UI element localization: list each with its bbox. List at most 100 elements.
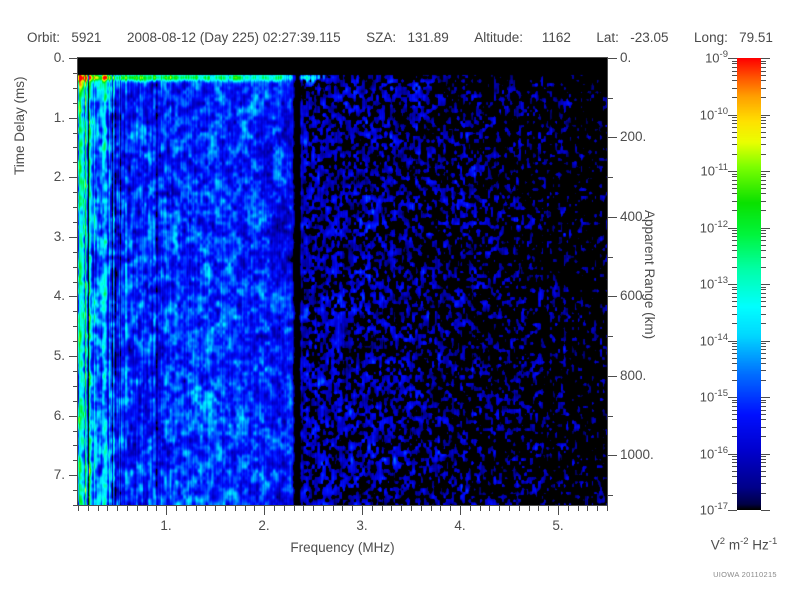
y-right-tick-major — [608, 137, 617, 138]
colorbar-tick-minor — [732, 61, 737, 62]
x-tick-minor — [607, 506, 608, 511]
colorbar-tick-label: 10-10 — [699, 106, 728, 123]
y-right-tick-minor — [608, 495, 613, 496]
colorbar-tick-minor — [732, 471, 737, 472]
colorbar-tick-minor — [732, 88, 737, 89]
y-axis-left-tick-label: 2. — [53, 169, 65, 184]
y-axis-right-tick-label: 600. — [620, 288, 647, 303]
y-tick-minor — [73, 222, 78, 223]
colorbar-tick-minor — [761, 123, 766, 124]
colorbar-tick-minor — [732, 75, 737, 76]
colorbar — [737, 58, 761, 510]
y-tick-minor — [73, 311, 78, 312]
x-tick-minor — [215, 506, 216, 511]
colorbar-tick-minor — [732, 154, 737, 155]
colorbar-tick-minor — [761, 63, 766, 64]
x-axis-tick-label: 1. — [160, 518, 172, 533]
colorbar-tick-minor — [761, 236, 766, 237]
colorbar-tick-major — [761, 228, 770, 229]
colorbar-tick-minor — [732, 314, 737, 315]
colorbar-tick-minor — [732, 267, 737, 268]
x-tick-minor — [78, 506, 79, 511]
y-right-tick-major — [608, 58, 617, 59]
colorbar-tick-minor — [732, 257, 737, 258]
colorbar-tick-minor — [761, 132, 766, 133]
y-axis-left-title: Time Delay (ms) — [12, 76, 27, 175]
y-tick-major — [69, 177, 78, 178]
altitude-value: 1162 — [541, 30, 571, 45]
x-tick-minor — [529, 506, 530, 511]
colorbar-tick-label: 10-11 — [700, 162, 729, 179]
x-tick-minor — [274, 506, 275, 511]
colorbar-tick-label: 10-14 — [699, 332, 728, 349]
x-tick-minor — [98, 506, 99, 511]
orbit-value: 5921 — [71, 30, 102, 45]
datetime-value: 2008-08-12 (Day 225) 02:27:39.115 — [126, 30, 341, 45]
y-right-tick-major — [608, 296, 617, 297]
colorbar-tick-label: 10-15 — [699, 388, 728, 405]
colorbar-tick-minor — [761, 314, 766, 315]
colorbar-tick-minor — [761, 370, 766, 371]
x-tick-minor — [235, 506, 236, 511]
x-tick-minor — [88, 506, 89, 511]
colorbar-tick-label: 10-17 — [699, 501, 728, 518]
x-tick-minor — [440, 506, 441, 511]
colorbar-tick-major — [728, 510, 737, 511]
y-tick-minor — [73, 88, 78, 89]
colorbar-tick-minor — [732, 137, 737, 138]
y-right-tick-minor — [608, 98, 613, 99]
colorbar-tick-minor — [761, 257, 766, 258]
y-tick-minor — [73, 326, 78, 327]
colorbar-tick-minor — [761, 353, 766, 354]
long-label: Long: — [694, 30, 728, 45]
x-tick-minor — [333, 506, 334, 511]
y-tick-minor — [73, 207, 78, 208]
colorbar-tick-minor — [761, 471, 766, 472]
y-tick-minor — [73, 133, 78, 134]
x-tick-minor — [519, 506, 520, 511]
colorbar-tick-major — [728, 58, 737, 59]
x-tick-minor — [578, 506, 579, 511]
colorbar-tick-minor — [761, 154, 766, 155]
x-tick-minor — [137, 506, 138, 511]
colorbar-tick-minor — [761, 193, 766, 194]
colorbar-tick-minor — [761, 176, 766, 177]
colorbar-tick-minor — [732, 132, 737, 133]
axis-line-right — [607, 57, 608, 506]
colorbar-tick-minor — [761, 363, 766, 364]
sza-value: 131.89 — [407, 30, 449, 45]
colorbar-tick-minor — [732, 297, 737, 298]
colorbar-tick-minor — [761, 61, 766, 62]
colorbar-tick-major — [761, 115, 770, 116]
colorbar-tick-major — [761, 284, 770, 285]
colorbar-tick-minor — [732, 301, 737, 302]
colorbar-tick-minor — [732, 210, 737, 211]
y-tick-major — [69, 475, 78, 476]
y-tick-minor — [73, 162, 78, 163]
x-tick-minor — [352, 506, 353, 511]
y-axis-left-tick-label: 0. — [53, 50, 65, 65]
y-tick-major — [69, 58, 78, 59]
colorbar-tick-minor — [761, 188, 766, 189]
y-axis-left-tick-label: 1. — [53, 110, 65, 125]
spectrogram-canvas — [78, 58, 607, 505]
colorbar-tick-minor — [761, 71, 766, 72]
x-tick-major — [558, 506, 559, 515]
y-right-tick-minor — [608, 336, 613, 337]
colorbar-tick-minor — [732, 245, 737, 246]
colorbar-tick-minor — [732, 483, 737, 484]
spectrogram-plot-area — [78, 58, 607, 505]
colorbar-tick-minor — [761, 402, 766, 403]
y-right-tick-major — [608, 217, 617, 218]
x-tick-minor — [205, 506, 206, 511]
colorbar-tick-major — [728, 454, 737, 455]
units-hz: Hz — [752, 537, 769, 553]
x-tick-minor — [303, 506, 304, 511]
credit-stamp: UIOWA 20110215 — [713, 570, 777, 579]
colorbar-tick-minor — [761, 297, 766, 298]
x-tick-minor — [548, 506, 549, 511]
colorbar-tick-minor — [732, 120, 737, 121]
y-tick-major — [69, 356, 78, 357]
x-axis-tick-label: 5. — [552, 518, 564, 533]
y-right-tick-minor — [608, 177, 613, 178]
